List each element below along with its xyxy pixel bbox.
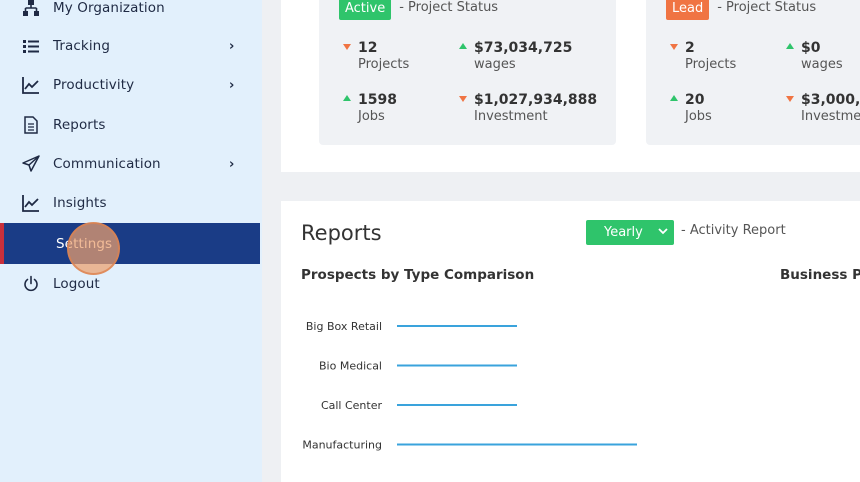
- lead-status-card: Lead - Project Status 2 Projects $0 wages …: [646, 0, 860, 145]
- category-label: Manufacturing: [302, 439, 382, 452]
- project-status-panel: Active - Project Status 12 Projects $73,0…: [281, 0, 860, 172]
- metric-value: 20: [685, 92, 705, 108]
- chevron-right-icon: ›: [229, 38, 235, 54]
- metric-value: $3,000,000: [801, 92, 860, 108]
- category-label: Call Center: [321, 399, 383, 412]
- paper-plane-icon: [22, 155, 40, 173]
- trend-down-icon: [786, 96, 794, 102]
- chevron-down-icon: [658, 226, 668, 239]
- reports-title: Reports: [301, 221, 382, 245]
- trend-up-icon: [343, 95, 351, 101]
- metric-value: $73,034,725: [474, 40, 573, 56]
- sidebar-item-productivity[interactable]: Productivity ›: [0, 65, 260, 105]
- status-label: - Project Status: [717, 0, 817, 15]
- metric-label: Investment: [801, 109, 860, 124]
- trend-down-icon: [670, 44, 678, 50]
- trend-up-icon: [459, 43, 467, 49]
- status-badge: Active: [339, 0, 392, 20]
- metric-label: wages: [801, 57, 843, 72]
- sidebar-item-label: Reports: [53, 117, 106, 133]
- prospects-chart: Big Box Retail Bio Medical Call Center Manu…: [302, 320, 637, 452]
- activity-report-label: - Activity Report: [681, 223, 786, 238]
- metric-investment: $3,000,000Investment: [786, 92, 860, 124]
- list-icon: [22, 37, 40, 55]
- trend-down-icon: [459, 96, 467, 102]
- metric-projects: 12 Projects: [343, 40, 409, 72]
- period-select[interactable]: Yearly: [586, 220, 674, 245]
- reports-panel: Reports Yearly - Activity Report Prospec…: [281, 201, 860, 482]
- sidebar-item-label: Productivity: [53, 77, 135, 93]
- chart-line-icon: [22, 194, 40, 212]
- sidebar-item-label: Logout: [53, 276, 100, 292]
- period-select-value: Yearly: [604, 225, 643, 240]
- chart-title: Prospects by Type Comparison: [301, 267, 535, 283]
- sidebar-item-communication[interactable]: Communication ›: [0, 144, 260, 184]
- sidebar-item-my-organization[interactable]: My Organization: [0, 0, 260, 28]
- metric-label: wages: [474, 57, 516, 72]
- status-label: - Project Status: [399, 0, 499, 15]
- metric-wages: $0 wages: [786, 40, 843, 72]
- click-indicator: [67, 222, 120, 275]
- sidebar-item-reports[interactable]: Reports: [0, 105, 260, 145]
- sidebar-item-insights[interactable]: Insights: [0, 183, 260, 223]
- metric-label: Projects: [685, 57, 737, 72]
- metric-projects: 2 Projects: [670, 40, 736, 72]
- chart-line-icon: [22, 76, 40, 94]
- category-label: Big Box Retail: [306, 320, 382, 333]
- chart2-title: Business Pr: [780, 267, 860, 283]
- chevron-right-icon: ›: [229, 156, 235, 172]
- sidebar-item-logout[interactable]: Logout: [0, 264, 260, 304]
- sidebar-item-label: Tracking: [53, 38, 111, 54]
- power-icon: [22, 275, 40, 293]
- metric-value: 1598: [358, 92, 397, 108]
- sidebar-item-label: My Organization: [53, 0, 165, 16]
- sidebar-item-tracking[interactable]: Tracking ›: [0, 26, 260, 66]
- org-chart-icon: [22, 0, 40, 17]
- trend-up-icon: [670, 95, 678, 101]
- sidebar-item-label: Insights: [53, 195, 107, 211]
- active-status-card: Active - Project Status 12 Projects $73,0…: [319, 0, 616, 145]
- metric-value: 2: [685, 40, 695, 56]
- trend-up-icon: [786, 43, 794, 49]
- metric-jobs: 20 Jobs: [670, 92, 712, 124]
- status-header: Active - Project Status: [339, 0, 498, 20]
- sidebar: My Organization Tracking › Productivity …: [0, 0, 262, 482]
- document-icon: [22, 116, 40, 134]
- metric-label: Jobs: [685, 109, 712, 124]
- category-label: Bio Medical: [319, 360, 382, 373]
- metric-label: Jobs: [358, 109, 385, 124]
- metric-value: $0: [801, 40, 821, 56]
- sidebar-item-label: Communication: [53, 156, 161, 172]
- chevron-right-icon: ›: [229, 77, 235, 93]
- metric-label: Investment: [474, 109, 548, 124]
- metric-wages: $73,034,725 wages: [459, 40, 572, 72]
- trend-down-icon: [343, 44, 351, 50]
- metric-value: $1,027,934,888: [474, 92, 598, 108]
- status-header: Lead - Project Status: [666, 0, 816, 20]
- metric-label: Projects: [358, 57, 410, 72]
- main-content: Active - Project Status 12 Projects $73,0…: [262, 0, 860, 482]
- metric-value: 12: [358, 40, 378, 56]
- sidebar-item-settings[interactable]: Settings: [0, 223, 260, 264]
- status-badge: Lead: [666, 0, 710, 20]
- metric-investment: $1,027,934,888 Investment: [459, 92, 597, 124]
- metric-jobs: 1598 Jobs: [343, 92, 397, 124]
